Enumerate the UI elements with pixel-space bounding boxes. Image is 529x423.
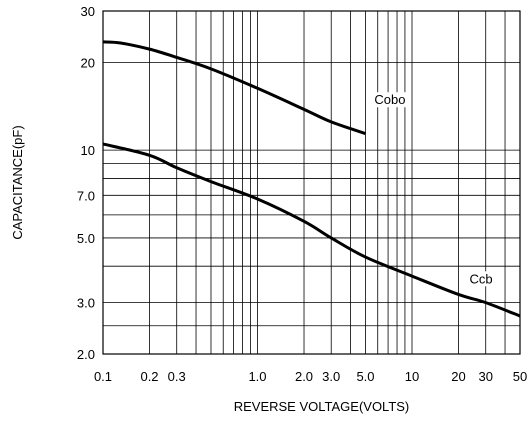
y-tick-label: 10 [81,143,95,158]
series-curves [102,40,521,318]
series-labels: Cobo Ccb [369,92,498,287]
x-tick-label: 0.3 [168,369,186,384]
y-axis-title: CAPACITANCE(pF) [10,125,25,239]
series-label-ccb: Ccb [470,271,493,286]
x-tick-label: 5.0 [356,369,374,384]
x-tick-label: 2.0 [295,369,313,384]
series-label-background [369,92,410,108]
series-line-ccb [102,142,521,318]
x-tick-label: 0.1 [94,369,112,384]
x-axis-title: REVERSE VOLTAGE(VOLTS) [234,399,410,414]
series-label-background [465,271,498,287]
y-tick-label: 30 [81,4,95,19]
series-line-cobo [102,40,366,135]
plot-frame [102,10,521,355]
y-tick-label: 5.0 [77,231,95,246]
grid [102,10,521,355]
series-label-cobo: Cobo [374,92,405,107]
x-tick-label: 10 [405,369,419,384]
x-tick-label: 3.0 [322,369,340,384]
y-tick-label: 2.0 [77,347,95,362]
y-tick-labels: 2.0 3.0 5.0 7.0 10 20 30 [77,4,95,362]
x-tick-label: 0.2 [140,369,158,384]
x-tick-label: 30 [478,369,492,384]
x-tick-label: 1.0 [248,369,266,384]
x-tick-label: 50 [513,369,527,384]
x-tick-labels: 0.1 0.2 0.3 1.0 2.0 3.0 5.0 10 20 30 50 [94,369,527,384]
x-tick-label: 20 [451,369,465,384]
y-tick-label: 3.0 [77,296,95,311]
y-tick-label: 20 [81,55,95,70]
y-tick-label: 7.0 [77,188,95,203]
